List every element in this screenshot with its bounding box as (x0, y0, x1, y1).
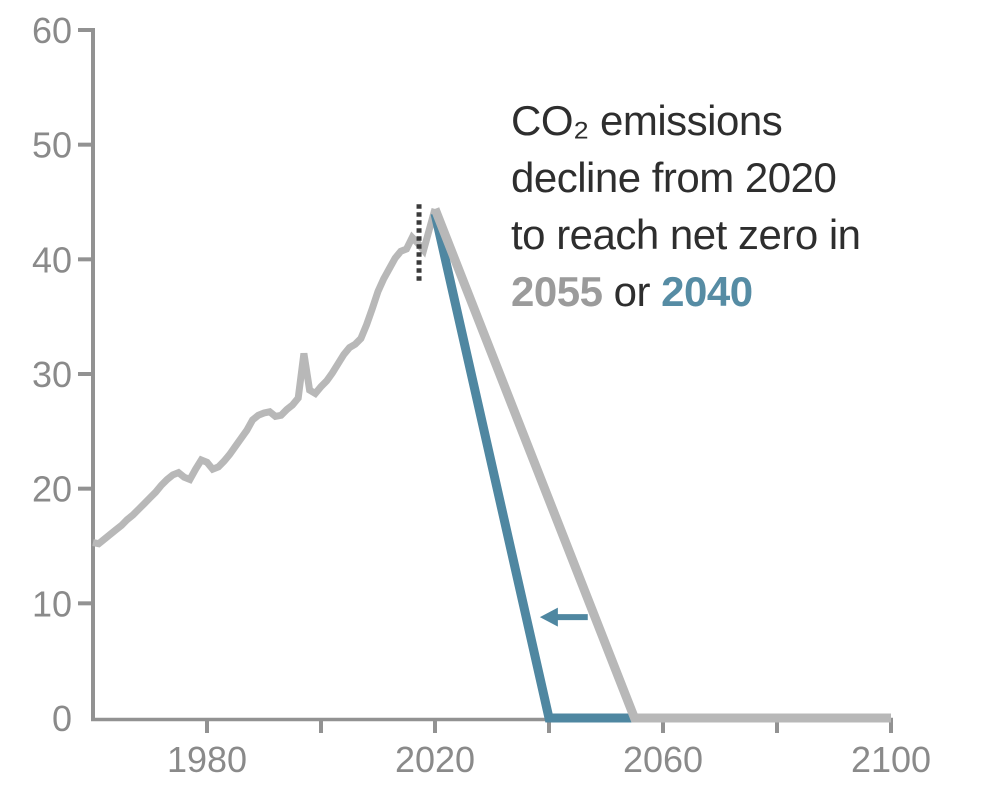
net-zero-2055-projection-line (430, 207, 891, 723)
x-tick-label-1980: 1980 (167, 739, 247, 780)
x-tick-label-2060: 2060 (623, 739, 703, 780)
x-tick-label-2020: 2020 (395, 739, 475, 780)
y-tick-label-30: 30 (32, 354, 72, 395)
y-tick-label-20: 20 (32, 469, 72, 510)
net-zero-2040-projection-line (430, 212, 635, 723)
annotation-line-1: CO₂ emissions (511, 97, 783, 144)
annotation-line-2: decline from 2020 (511, 154, 837, 201)
arrow-head-left-icon (539, 607, 558, 627)
y-tick-label-0: 0 (52, 698, 72, 739)
y-tick-label-10: 10 (32, 583, 72, 624)
annotation-line-4: 2055 or 2040 (511, 263, 961, 320)
x-tick-label-2100: 2100 (851, 739, 931, 780)
net-zero-year-2055: 2055 (511, 268, 603, 315)
annotation-line-3: to reach net zero in (511, 211, 861, 258)
annotation-text-block: CO₂ emissions decline from 2020 to reach… (511, 92, 961, 320)
y-tick-label-50: 50 (32, 125, 72, 166)
annotation-or-text: or (602, 268, 662, 315)
historical-emissions-line (92, 207, 439, 548)
net-zero-year-2040: 2040 (661, 268, 753, 315)
y-tick-label-60: 60 (32, 10, 72, 51)
y-tick-label-40: 40 (32, 239, 72, 280)
